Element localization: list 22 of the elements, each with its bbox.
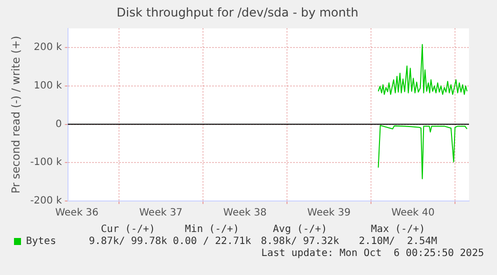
text: 2.10M/ 2.54M	[358, 236, 438, 247]
text: Last update: Mon Oct 6 00:25:50 2025	[261, 248, 484, 259]
chart-title: Disk throughput for /dev/sda - by month	[116, 5, 358, 20]
x-tick-label: Week 39	[307, 208, 351, 219]
text: 0.00 / 22.71k	[172, 236, 252, 247]
y-tick-label: 0	[55, 118, 62, 130]
y-tick-label: -200 k	[30, 196, 62, 207]
text: 8.98k/ 97.32k	[260, 236, 340, 247]
text: 9.87k/ 99.78k	[88, 236, 168, 247]
x-tick-label: Week 40	[391, 208, 435, 219]
x-tick-label: Week 36	[55, 208, 99, 219]
x-tick-label: Week 38	[223, 208, 267, 219]
y-tick-label: 100 k	[34, 80, 62, 92]
text: Cur (-/+)	[100, 224, 156, 235]
text: Max (-/+)	[370, 224, 426, 235]
legend-label: Bytes	[26, 236, 56, 247]
text: Avg (-/+)	[272, 224, 328, 235]
y-axis-title: Pr second read (-) / write (+)	[9, 36, 22, 194]
y-tick-label: 200 k	[34, 42, 62, 54]
x-tick-label: Week 37	[139, 208, 183, 219]
y-tick-label: -100 k	[30, 157, 62, 168]
text: Min (-/+)	[184, 224, 240, 235]
